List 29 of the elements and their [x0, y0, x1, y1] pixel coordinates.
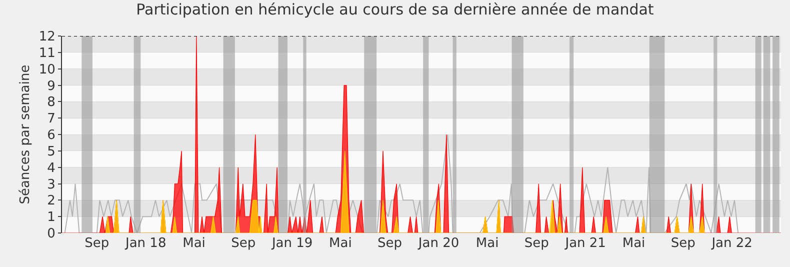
x-tick-label: Sep: [378, 236, 402, 251]
x-tick-label: Jan 19: [270, 236, 313, 251]
x-tick-label: Sep: [84, 236, 110, 251]
x-tick-label: Mai: [329, 236, 352, 251]
y-tick-label: 12: [38, 30, 56, 45]
y-tick-label: 11: [38, 46, 56, 61]
x-tick-label: Sep: [231, 236, 256, 251]
y-tick-label: 4: [47, 160, 56, 176]
x-tick-label: Jan 22: [710, 236, 752, 251]
x-tick-label: Jan 18: [124, 236, 166, 251]
x-tick-label: Mai: [182, 236, 206, 251]
y-axis-title: Séances par semaine: [18, 64, 33, 204]
y-tick-label: 0: [47, 226, 56, 242]
x-tick-label: Mai: [622, 236, 646, 251]
y-tick-label: 8: [47, 95, 56, 110]
y-tick-label: 1: [47, 210, 56, 226]
x-tick-label: Sep: [524, 236, 549, 251]
x-tick-label: Sep: [670, 236, 696, 251]
y-tick-label: 2: [47, 194, 56, 209]
x-tick-label: Jan 21: [564, 236, 606, 251]
y-tick-label: 6: [47, 128, 56, 144]
x-tick-label: Jan 20: [417, 236, 460, 251]
x-tick-label: Mai: [476, 236, 499, 251]
chart-title: Participation en hémicycle au cours de sa dernière année de mandat: [136, 0, 654, 19]
y-tick-label: 9: [47, 78, 56, 94]
y-tick-label: 3: [47, 177, 56, 192]
y-tick-label: 7: [47, 112, 56, 127]
y-tick-label: 10: [38, 62, 56, 78]
y-tick-label: 5: [47, 144, 56, 160]
